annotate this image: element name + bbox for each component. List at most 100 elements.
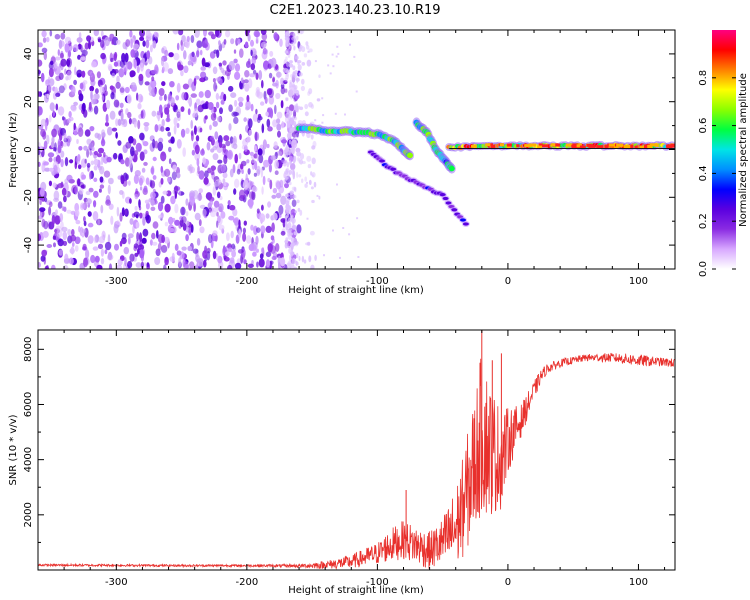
noise-blob [168, 158, 172, 165]
noise-blob [46, 134, 50, 145]
noise-blob [193, 125, 197, 135]
noise-blob [138, 232, 143, 242]
noise-blob [276, 118, 281, 124]
noise-blob [170, 195, 176, 205]
noise-blob [208, 196, 215, 202]
noise-blob [41, 218, 46, 228]
noise-blob [52, 110, 55, 117]
noise-blob [303, 53, 308, 58]
trace-stable-line [604, 145, 609, 149]
noise-blob [229, 168, 234, 178]
noise-blob [273, 141, 278, 149]
noise-blob [212, 78, 216, 83]
noise-blob [296, 199, 300, 204]
noise-blob [68, 257, 74, 265]
noise-blob [104, 241, 112, 251]
noise-blob [293, 85, 298, 90]
noise-blob [265, 251, 272, 258]
noise-blob [249, 73, 256, 78]
noise-blob [194, 212, 201, 221]
noise-blob [176, 250, 182, 256]
noise-blob [138, 73, 144, 82]
noise-blob [194, 264, 198, 269]
noise-blob [267, 177, 271, 183]
noise-blob [299, 30, 303, 35]
noise-blob [285, 43, 289, 48]
noise-blob [297, 64, 302, 71]
noise-blob [60, 158, 64, 168]
noise-blob [190, 93, 197, 98]
noise-blob [142, 216, 146, 226]
noise-blob [99, 176, 104, 183]
noise-blob [160, 177, 164, 185]
noise-blob [128, 155, 133, 164]
noise-blob [269, 260, 273, 269]
noise-blob [270, 155, 277, 161]
noise-blob [88, 187, 94, 193]
noise-blob [47, 82, 53, 92]
noise-blob [186, 220, 190, 227]
noise-blob [157, 242, 162, 251]
noise-blob [234, 63, 241, 72]
noise-blob [310, 186, 314, 190]
noise-blob [255, 248, 259, 253]
noise-blob [293, 120, 297, 127]
noise-blob [250, 103, 254, 112]
noise-blob [286, 108, 290, 115]
noise-blob [109, 110, 116, 120]
noise-blob [137, 102, 142, 110]
noise-blob [293, 155, 297, 163]
noise-blob [196, 238, 201, 246]
noise-blob [87, 211, 92, 217]
noise-blob [39, 207, 46, 213]
noise-blob [294, 210, 298, 214]
noise-blob [57, 49, 60, 56]
noise-blob [53, 197, 60, 202]
noise-blob [234, 71, 241, 81]
noise-blob [66, 70, 72, 81]
noise-blob [72, 44, 79, 52]
noise-blob [81, 228, 87, 234]
noise-blob [261, 147, 265, 156]
spectrogram-xlabel: Height of straight line (km) [288, 285, 424, 296]
noise-blob [213, 181, 220, 187]
noise-blob [167, 176, 171, 183]
noise-blob [267, 126, 273, 132]
noise-blob [81, 232, 85, 238]
noise-blob [210, 210, 217, 218]
noise-blob [241, 169, 244, 175]
noise-blob [272, 187, 278, 194]
noise-blob [77, 54, 81, 60]
noise-blob [154, 257, 161, 265]
noise-blob [44, 197, 48, 203]
noise-blob [149, 44, 153, 53]
noise-blob [260, 225, 266, 234]
noise-blob [204, 62, 210, 68]
noise-blob [99, 84, 103, 94]
noise-blob [125, 141, 132, 149]
noise-blob [164, 168, 171, 177]
noise-blob [303, 259, 307, 264]
noise-blob [141, 167, 146, 173]
noise-blob [162, 62, 169, 72]
noise-blob [164, 107, 170, 115]
noise-blob [58, 85, 65, 94]
noise-blob [251, 190, 256, 201]
x-tick-label: -300 [105, 276, 128, 287]
noise-blob [279, 38, 283, 47]
noise-blob [119, 102, 124, 109]
noise-blob [161, 234, 166, 244]
noise-blob [216, 77, 221, 82]
noise-blob [121, 207, 125, 217]
noise-blob [237, 38, 241, 45]
noise-blob [53, 147, 57, 152]
noise-blob [216, 220, 219, 228]
noise-blob [38, 42, 43, 48]
noise-blob [260, 41, 267, 49]
noise-blob [78, 225, 81, 233]
noise-blob [275, 92, 281, 100]
noise-blob [265, 259, 271, 268]
noise-blob [59, 213, 64, 222]
noise-blob [142, 141, 149, 147]
noise-blob [261, 80, 264, 89]
